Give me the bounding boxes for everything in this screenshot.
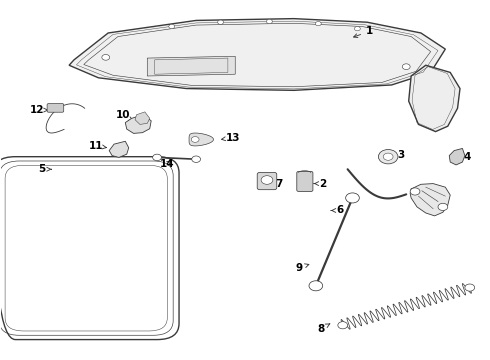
Polygon shape [410, 184, 450, 216]
Text: 4: 4 [458, 152, 471, 162]
Circle shape [465, 284, 475, 291]
Circle shape [191, 136, 199, 142]
Text: 6: 6 [331, 206, 344, 216]
Circle shape [153, 154, 161, 161]
Circle shape [267, 19, 272, 24]
Circle shape [354, 27, 360, 31]
FancyBboxPatch shape [297, 171, 313, 192]
Text: 14: 14 [160, 159, 174, 169]
Polygon shape [109, 141, 129, 157]
Polygon shape [135, 112, 150, 125]
Circle shape [261, 176, 273, 184]
Text: 7: 7 [270, 179, 283, 189]
Circle shape [309, 281, 323, 291]
Polygon shape [449, 148, 465, 165]
Circle shape [338, 321, 347, 329]
Polygon shape [409, 65, 460, 132]
Circle shape [383, 153, 393, 160]
Polygon shape [147, 56, 235, 76]
Circle shape [378, 149, 398, 164]
Text: 3: 3 [392, 150, 405, 160]
FancyBboxPatch shape [257, 172, 277, 190]
Circle shape [410, 188, 420, 195]
Polygon shape [189, 133, 214, 146]
Text: 5: 5 [39, 164, 51, 174]
Text: 13: 13 [221, 133, 240, 143]
Text: 11: 11 [89, 141, 106, 151]
Circle shape [438, 203, 448, 211]
Circle shape [345, 193, 359, 203]
Polygon shape [69, 19, 445, 90]
Text: 8: 8 [317, 324, 330, 334]
Text: 2: 2 [314, 179, 327, 189]
Circle shape [402, 64, 410, 69]
Text: 1: 1 [354, 26, 373, 37]
Text: 10: 10 [116, 111, 133, 121]
Text: 12: 12 [30, 105, 48, 115]
FancyBboxPatch shape [47, 104, 64, 112]
Circle shape [102, 54, 110, 60]
Circle shape [169, 24, 174, 29]
Polygon shape [125, 115, 151, 134]
Text: 9: 9 [295, 263, 309, 273]
Circle shape [316, 22, 321, 26]
Circle shape [192, 156, 200, 162]
Circle shape [218, 20, 223, 24]
